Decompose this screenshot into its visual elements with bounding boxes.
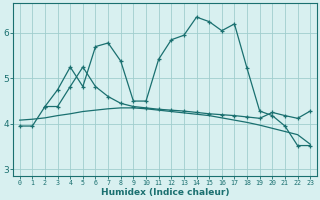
X-axis label: Humidex (Indice chaleur): Humidex (Indice chaleur)	[101, 188, 229, 197]
